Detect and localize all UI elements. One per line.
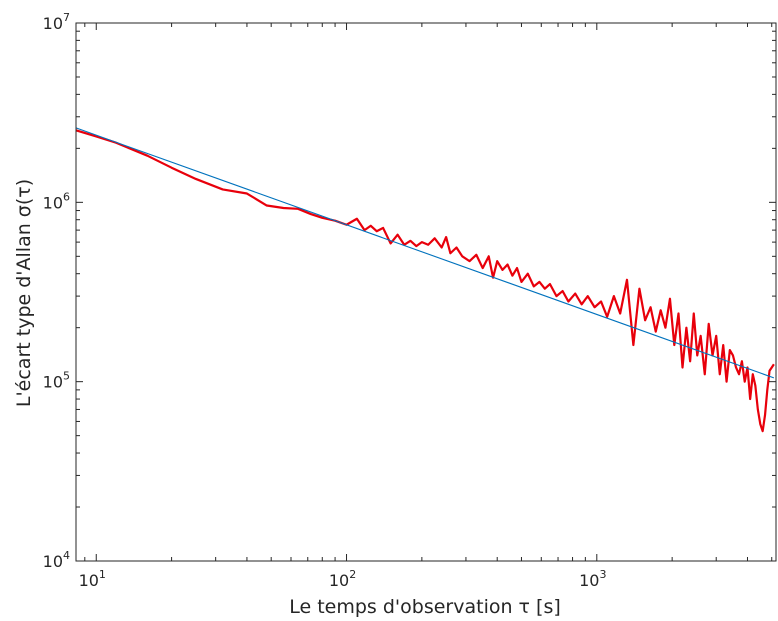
x-axis-label: Le temps d'observation τ [s] xyxy=(289,596,561,618)
plot-frame xyxy=(75,22,777,562)
y-tick-label: 105 xyxy=(43,370,70,392)
y-tick-label: 106 xyxy=(43,190,70,212)
fit-line xyxy=(75,127,775,379)
y-tick-label: 104 xyxy=(43,549,70,571)
allan-deviation-line xyxy=(75,129,775,433)
y-axis-label: L'écart type d'Allan σ(τ) xyxy=(13,179,35,407)
x-tick-label: 103 xyxy=(579,568,606,590)
data-layer xyxy=(75,127,775,433)
x-tick-label: 102 xyxy=(329,568,356,590)
y-tick-label: 107 xyxy=(43,11,70,33)
plot-background xyxy=(76,23,776,561)
tick-label-layer: 101 102 103 104 105 106 107 xyxy=(43,11,607,590)
tick-layer xyxy=(76,22,776,562)
x-tick-label: 101 xyxy=(79,568,106,590)
